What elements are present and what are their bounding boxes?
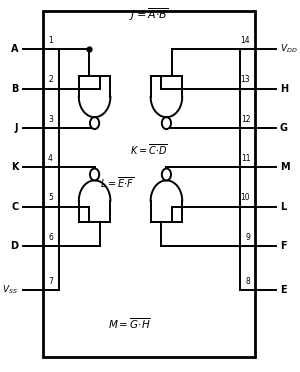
Text: 4: 4: [48, 154, 53, 163]
Text: E: E: [280, 285, 286, 295]
Text: G: G: [280, 123, 288, 133]
Text: 11: 11: [241, 154, 250, 163]
Text: $J = \overline{A{\cdot}B}$: $J = \overline{A{\cdot}B}$: [129, 6, 169, 23]
Text: $V_{DD}$: $V_{DD}$: [280, 43, 298, 55]
Text: J: J: [15, 123, 19, 133]
Text: F: F: [280, 241, 286, 251]
Text: $V_{SS}$: $V_{SS}$: [2, 284, 19, 296]
Text: L: L: [280, 202, 286, 212]
Circle shape: [162, 117, 171, 129]
Text: $K = \overline{C{\cdot}D}$: $K = \overline{C{\cdot}D}$: [130, 142, 168, 157]
Circle shape: [90, 117, 99, 129]
Circle shape: [162, 169, 171, 180]
Text: K: K: [11, 163, 19, 172]
Text: 2: 2: [48, 75, 53, 84]
Text: 14: 14: [241, 36, 250, 45]
Text: H: H: [280, 84, 288, 93]
Text: 3: 3: [48, 115, 53, 124]
Text: D: D: [11, 241, 19, 251]
Text: M: M: [280, 163, 290, 172]
Text: $L = \overline{E{\cdot}F}$: $L = \overline{E{\cdot}F}$: [100, 175, 135, 190]
Text: 6: 6: [48, 233, 53, 242]
Text: 13: 13: [241, 75, 250, 84]
Text: 5: 5: [48, 193, 53, 202]
Text: 12: 12: [241, 115, 250, 124]
Text: B: B: [11, 84, 19, 93]
Text: A: A: [11, 44, 19, 54]
Text: 1: 1: [48, 36, 53, 45]
Bar: [43, 11, 256, 357]
Text: $M = \overline{G{\cdot}H}$: $M = \overline{G{\cdot}H}$: [108, 316, 151, 331]
Text: C: C: [11, 202, 19, 212]
Text: 8: 8: [246, 277, 250, 286]
Circle shape: [90, 169, 99, 180]
Text: 9: 9: [245, 233, 250, 242]
Text: 7: 7: [48, 277, 53, 286]
Text: 10: 10: [241, 193, 250, 202]
